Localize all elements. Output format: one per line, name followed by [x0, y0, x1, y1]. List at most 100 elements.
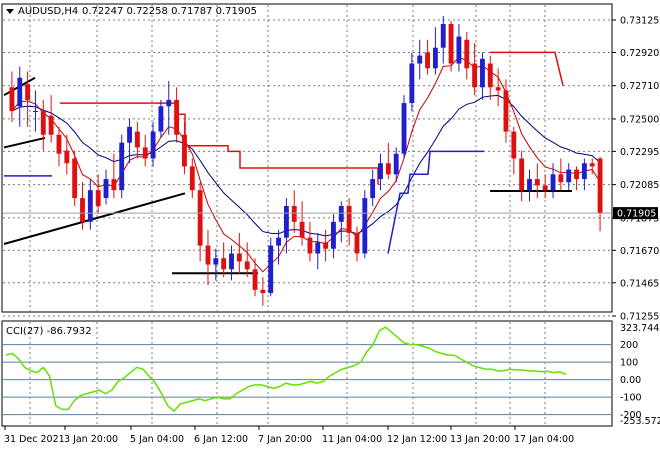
price-tick-label: 0.73125 [620, 16, 659, 27]
candle-body [158, 106, 164, 132]
candle-body [503, 90, 509, 132]
candle-body [480, 58, 485, 88]
candle-body [299, 221, 305, 238]
candle-body [134, 131, 140, 148]
symbol-label: AUDUSD,H4 [18, 6, 78, 17]
candle-body [182, 134, 187, 167]
candle-body [574, 169, 579, 180]
candle-body [417, 55, 423, 64]
price-tick-label: 0.72085 [620, 180, 659, 191]
time-tick-label: 3 Jan 20:00 [64, 434, 118, 445]
cci-line [5, 326, 567, 413]
cci-level-label: -100 [620, 393, 642, 404]
candle-body [221, 258, 227, 270]
price-tick-label: 0.72710 [620, 81, 659, 92]
candle-body [291, 205, 297, 222]
candle-body [393, 153, 399, 175]
time-tick-label: 11 Jan 04:00 [322, 434, 382, 445]
time-tick-label: 31 Dec 2021 [4, 434, 65, 445]
candle-body [370, 179, 376, 199]
candle-body [103, 179, 109, 199]
price-tick-label: 0.72500 [620, 114, 659, 125]
price-axis: 0.73125 0.72920 0.72710 0.72500 0.72295 0.720… [3, 16, 659, 323]
candle-body [527, 179, 532, 191]
current-price-tag [613, 207, 658, 220]
candle-body [87, 190, 93, 222]
candle-body [166, 99, 172, 107]
time-tick-label: 5 Jan 04:00 [130, 434, 184, 445]
candle-body [409, 63, 415, 104]
candle-body [260, 289, 266, 294]
cci-level-label: 0.00 [620, 375, 641, 386]
candle-body [589, 163, 595, 167]
cci-level-label: -200 [620, 410, 642, 421]
time-tick-label: 6 Jan 12:00 [194, 434, 248, 445]
candle-body [56, 134, 62, 154]
candle-body [9, 87, 15, 112]
candlesticks [9, 16, 603, 306]
candle-body [401, 103, 407, 154]
trend-line [3, 136, 46, 149]
candle-body [244, 261, 250, 270]
candle-body [64, 150, 70, 164]
candle-body [338, 205, 344, 222]
candle-body [566, 169, 572, 183]
candle-body [150, 131, 156, 159]
current-price-label: 0.71905 [617, 209, 656, 220]
cci-title: CCI(27) -86.7932 [6, 326, 92, 337]
ohlc-label: 0.72247 0.72258 0.71787 0.71905 [82, 6, 257, 17]
candle-body [72, 158, 78, 199]
candle-body [597, 158, 603, 214]
candle-body [558, 174, 564, 183]
candle-body [432, 47, 438, 69]
candle-body [213, 258, 219, 265]
candle-body [511, 131, 517, 159]
trailing-stop-line [60, 102, 379, 185]
price-tick-label: 0.71465 [620, 278, 659, 289]
time-axis: 31 Dec 2021 3 Jan 20:00 5 Jan 04:00 6 Jan 1… [4, 426, 574, 445]
candle-body [464, 39, 470, 69]
candle-body [268, 245, 274, 294]
candle-body [495, 87, 501, 91]
candle-body [127, 126, 132, 143]
slow-moving-average-line [11, 94, 601, 237]
candle-body [456, 36, 462, 64]
candle-body [315, 242, 321, 254]
candle-body [25, 84, 31, 100]
candle-body [378, 163, 383, 180]
price-pane-frame [1, 3, 613, 313]
cci-grid [1, 320, 613, 427]
candle-body [33, 111, 38, 113]
candle-body [354, 232, 360, 254]
time-tick-label: 13 Jan 20:00 [450, 434, 510, 445]
candle-body [119, 142, 125, 191]
candle-body [519, 158, 525, 191]
trailing-stop-line [490, 51, 564, 86]
candle-body [197, 190, 203, 246]
candle-body [40, 111, 46, 135]
price-tick-label: 0.72295 [620, 147, 659, 158]
candle-body [425, 52, 430, 69]
candle-body [440, 23, 446, 48]
candle-body [252, 269, 258, 290]
candle-body [362, 198, 368, 254]
candle-body [581, 163, 587, 180]
candle-body [142, 147, 148, 159]
candle-body [323, 242, 329, 249]
candle-body [17, 77, 23, 107]
candle-body [550, 174, 556, 191]
cci-indicator [5, 326, 567, 413]
price-tick-label: 0.71670 [620, 246, 659, 257]
time-tick-label: 7 Jan 20:00 [258, 434, 312, 445]
price-tick-label: 0.71255 [620, 312, 659, 323]
chart-menu-arrow-icon[interactable] [6, 9, 14, 14]
chart-header: AUDUSD,H4 0.72247 0.72258 0.71787 0.7190… [6, 6, 257, 17]
time-tick-label: 12 Jan 12:00 [387, 434, 447, 445]
candle-body [174, 99, 180, 135]
candle-body [189, 166, 195, 191]
candle-body [487, 63, 493, 88]
candle-body [80, 198, 85, 222]
